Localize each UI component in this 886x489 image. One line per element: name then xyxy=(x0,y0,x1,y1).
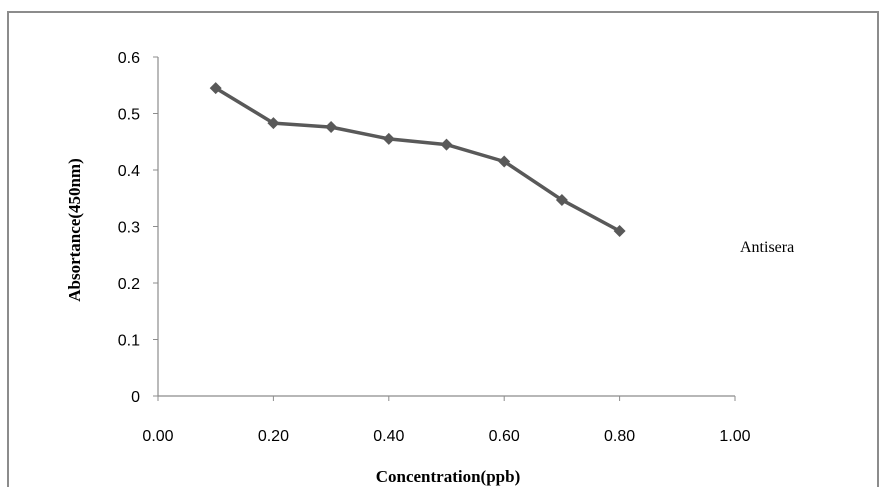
x-tick-label: 0.20 xyxy=(258,428,289,445)
y-tick-label: 0.4 xyxy=(118,163,140,180)
y-tick-label: 0.5 xyxy=(118,107,140,124)
y-tick-label: 0.3 xyxy=(118,220,140,237)
y-tick-label: 0.6 xyxy=(118,50,140,67)
chart-frame xyxy=(7,11,879,487)
x-tick-label: 0.40 xyxy=(373,428,404,445)
data-point xyxy=(613,225,626,238)
x-tick-label: 0.80 xyxy=(604,428,635,445)
data-point xyxy=(555,193,568,206)
y-tick-label: 0.1 xyxy=(118,333,140,350)
data-point xyxy=(440,138,453,151)
axes xyxy=(153,56,736,401)
y-tick-label: 0 xyxy=(131,389,140,406)
series-line xyxy=(214,86,621,233)
tick-labels: 0 0.1 0.2 0.3 0.4 0.5 0.6 0.00 0.20 0.40 0.60 0.80 1… xyxy=(118,50,751,445)
data-point xyxy=(498,155,511,168)
x-tick-label: 0.00 xyxy=(142,428,173,445)
y-tick-label: 0.2 xyxy=(118,276,140,293)
data-point xyxy=(382,132,395,145)
x-tick-label: 1.00 xyxy=(719,428,750,445)
x-tick-label: 0.60 xyxy=(489,428,520,445)
legend-antisera: Antisera xyxy=(740,239,794,256)
data-point xyxy=(267,117,280,130)
series xyxy=(209,82,626,238)
y-axis-title: Absortance(450nm) xyxy=(65,158,84,302)
data-point xyxy=(209,82,222,95)
data-point xyxy=(325,121,338,134)
x-axis-title: Concentration(ppb) xyxy=(376,467,521,486)
